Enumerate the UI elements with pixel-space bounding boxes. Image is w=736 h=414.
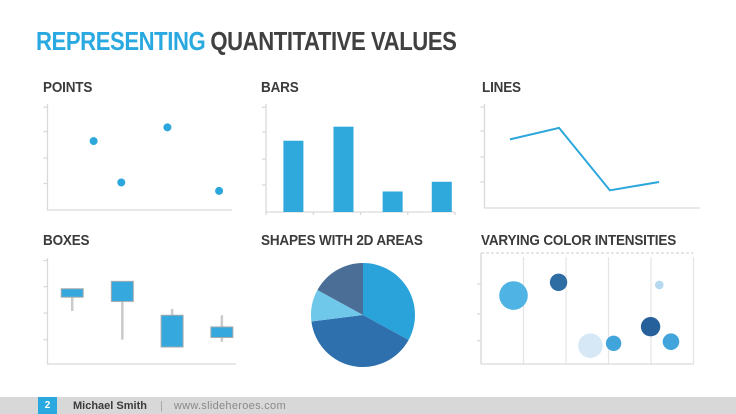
intensities-label: VARYING COLOR INTENSITIES — [481, 232, 677, 249]
bar — [382, 191, 403, 212]
bar — [431, 181, 452, 212]
data-point — [117, 178, 126, 187]
bubble — [654, 280, 664, 290]
bars-chart — [262, 104, 456, 215]
box — [210, 326, 234, 339]
pie-slice-light-sky-blue — [310, 289, 363, 322]
points-scatter-chart — [43, 104, 232, 211]
box — [160, 314, 184, 348]
points-label: POINTS — [43, 79, 93, 96]
bubble — [549, 273, 568, 292]
data-line — [509, 126, 660, 192]
page-number-badge: 2 — [38, 397, 57, 414]
page-title-rest: QUANTITATIVE VALUES — [210, 26, 457, 56]
pie-slice-slate-blue — [317, 263, 363, 315]
boxes-chart — [43, 258, 236, 365]
footer-author: Michael Smith — [73, 399, 147, 412]
boxes-label: BOXES — [43, 232, 90, 249]
bars-label: BARS — [261, 79, 299, 96]
pie-slice-bright-blue — [363, 263, 416, 341]
bubble — [499, 281, 528, 310]
bubble — [640, 317, 661, 337]
bar — [283, 140, 304, 212]
footer-separator: | — [159, 399, 163, 412]
lines-label: LINES — [482, 79, 521, 96]
bubble-chart — [477, 252, 695, 365]
lines-chart — [480, 104, 700, 209]
bubble — [605, 335, 622, 352]
data-point — [215, 186, 224, 195]
data-point — [89, 137, 98, 146]
bar — [333, 126, 354, 212]
page-title: REPRESENTING QUANTITATIVE VALUES — [36, 25, 457, 57]
box — [60, 288, 84, 298]
bubble — [662, 333, 680, 350]
shapes-label: SHAPES WITH 2D AREAS — [261, 232, 423, 249]
pie-slice-medium-dark-blue — [311, 315, 409, 368]
bubble — [578, 333, 603, 358]
lines-axis — [483, 104, 700, 209]
page-title-accent: REPRESENTING — [36, 26, 206, 56]
pie-chart — [310, 263, 416, 368]
points-axis — [46, 104, 232, 211]
data-point — [163, 123, 172, 132]
footer-bar: 2 Michael Smith | www.slideheroes.com — [0, 397, 736, 414]
footer-website: www.slideheroes.com — [173, 399, 286, 412]
boxes-axis — [46, 258, 236, 365]
box — [110, 280, 134, 302]
